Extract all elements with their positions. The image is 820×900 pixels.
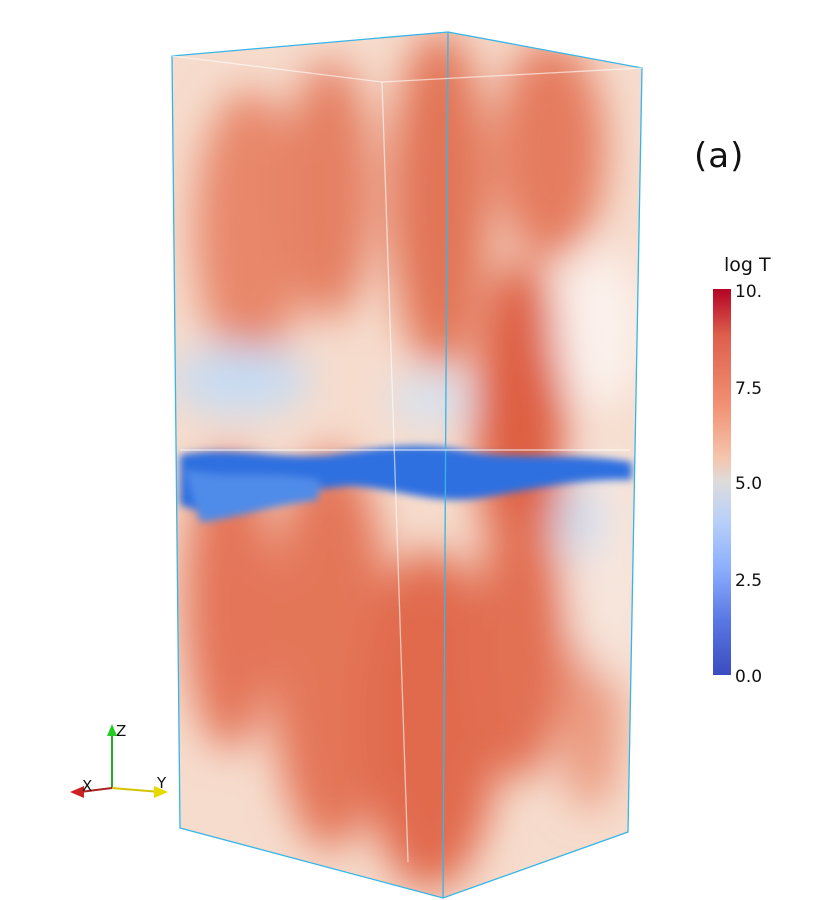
axis-label-x: X — [82, 777, 93, 795]
temperature-volume — [172, 32, 642, 898]
bounding-box — [171, 31, 643, 899]
colorbar-tick: 2.5 — [735, 571, 763, 591]
colorbar-gradient — [713, 289, 731, 675]
colorbar-tick-min: 0.0 — [735, 667, 763, 687]
panel-label: (a) — [694, 136, 745, 176]
axis-label-z: Z — [116, 722, 127, 740]
colorbar-tick: 7.5 — [735, 379, 763, 399]
axis-label-y: Y — [157, 774, 167, 792]
colorbar-tick: 5.0 — [735, 474, 763, 494]
orientation-axes — [70, 724, 168, 798]
colorbar-tick-max: 10. — [735, 282, 763, 302]
colorbar-title: log T — [724, 254, 771, 276]
